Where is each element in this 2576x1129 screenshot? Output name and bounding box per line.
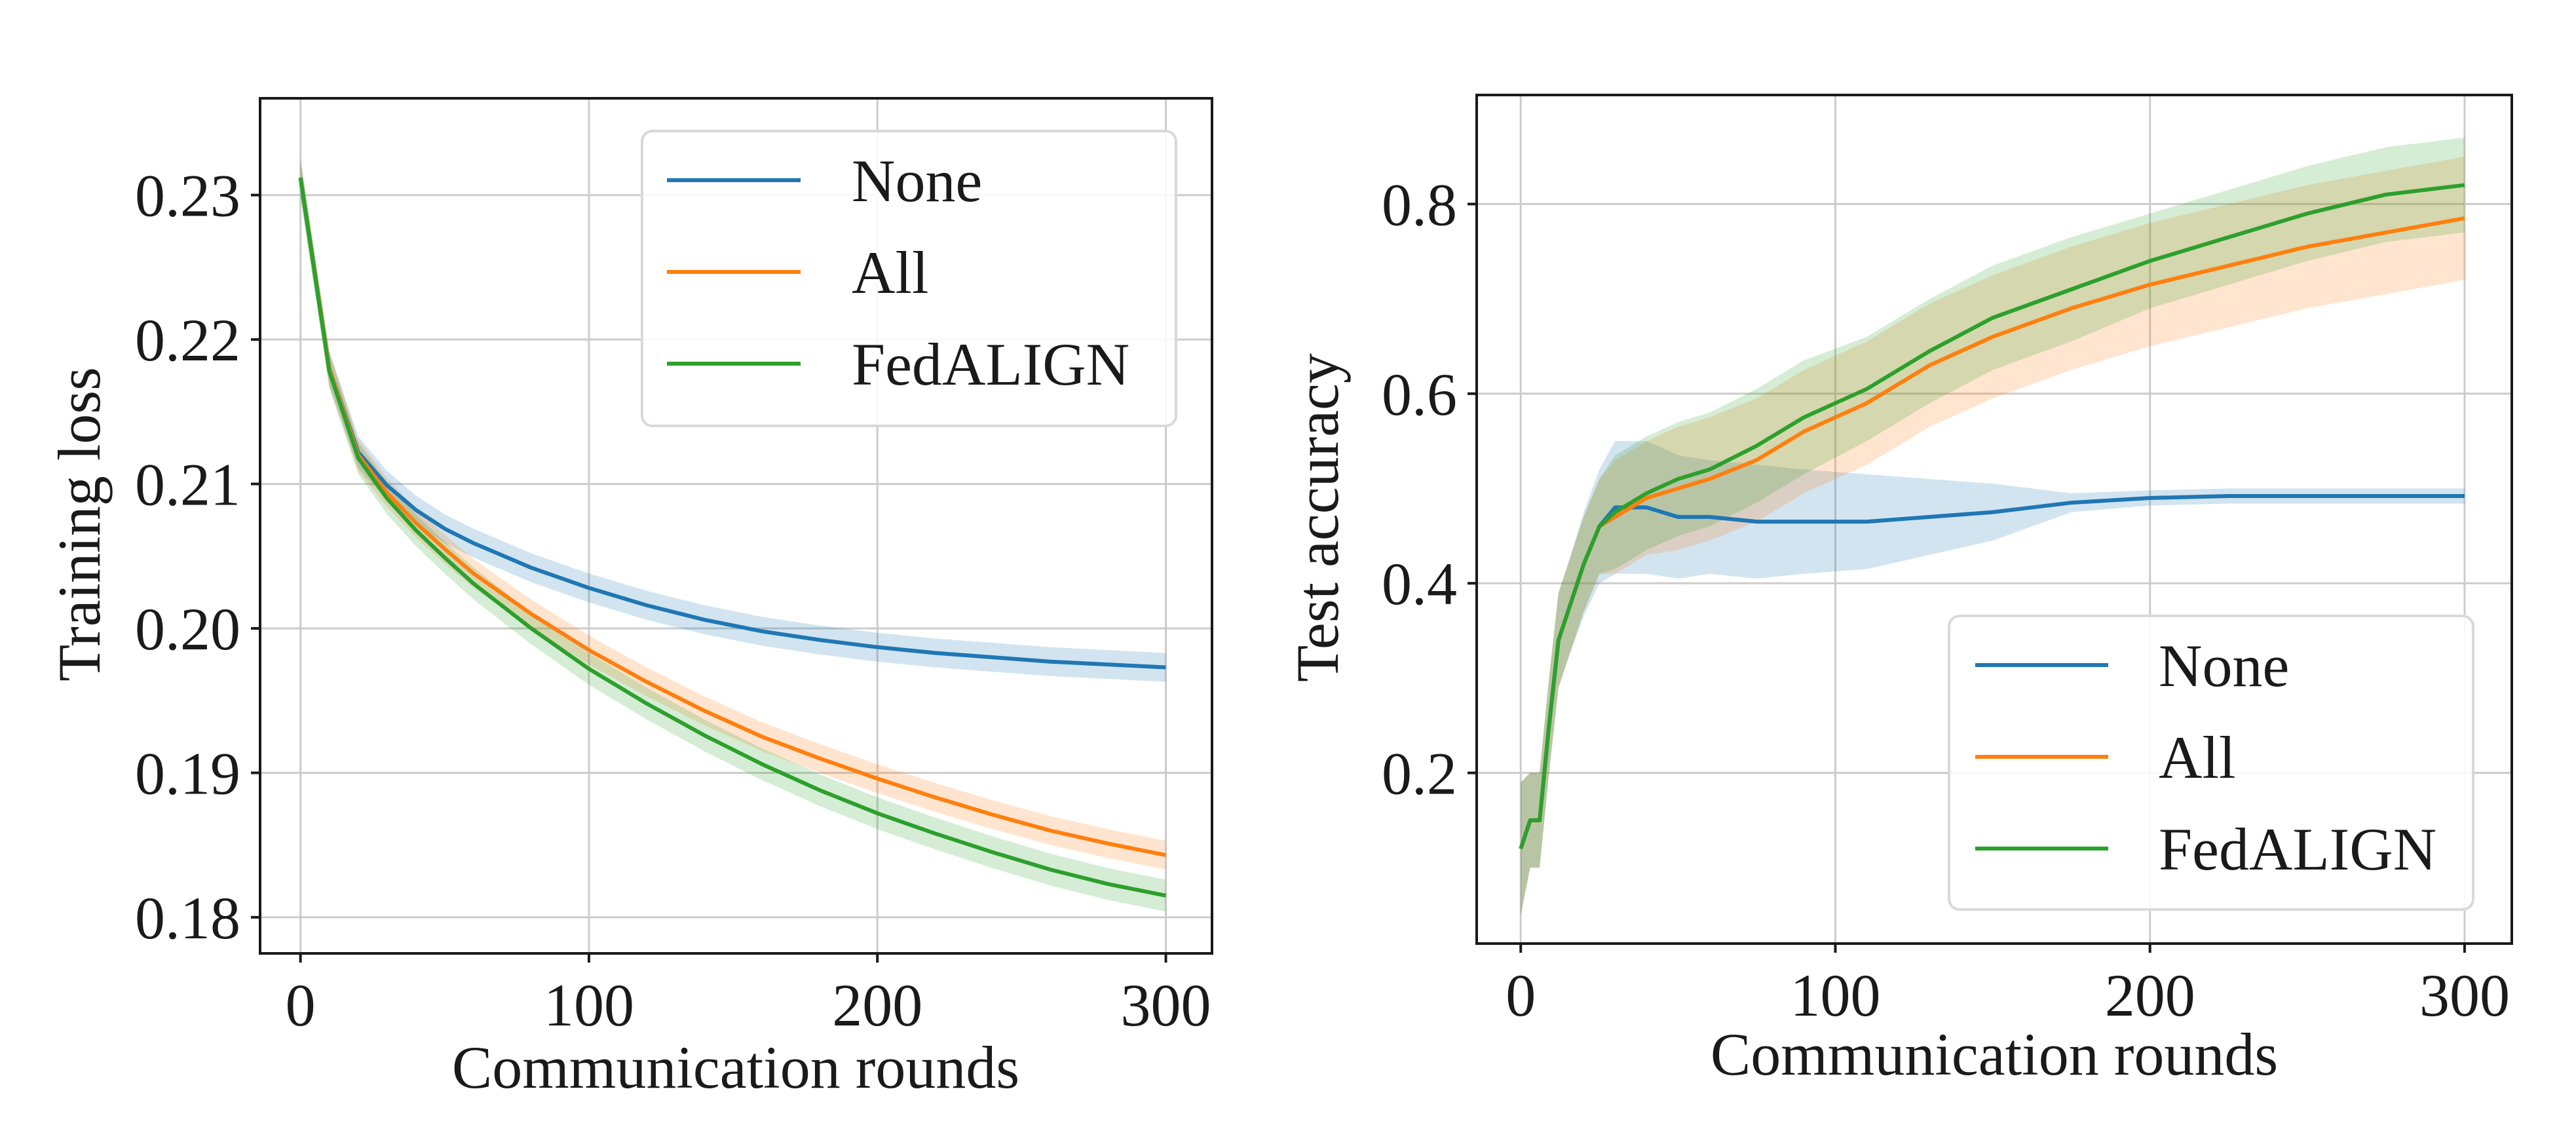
training-loss-line-fedalign xyxy=(298,177,1167,898)
test-accuracy-x-tick-label: 100 xyxy=(1790,962,1880,1029)
training-loss-line-all xyxy=(298,177,1167,858)
training-loss-y-tick-label: 0.23 xyxy=(135,163,240,229)
test-accuracy-lines xyxy=(1519,183,2465,850)
training-loss-bands xyxy=(300,159,1166,912)
training-loss-legend-box xyxy=(641,130,1177,427)
training-loss-y-tick-label: 0.18 xyxy=(135,885,240,951)
test-accuracy-legend-label-fedalign: FedALIGN xyxy=(2159,816,2436,883)
test-accuracy-line-fedalign xyxy=(1519,183,2465,850)
training-loss-legend: None All FedALIGN xyxy=(641,130,1177,427)
training-loss-x-axis-label: Communication rounds xyxy=(452,1034,1019,1101)
test-accuracy-bands xyxy=(1521,138,2465,915)
test-accuracy-chart: 0 100 200 300 0.2 0.4 0.6 0.8 Communication rou… xyxy=(1284,94,2513,1088)
training-loss-axes-frame xyxy=(259,97,1213,955)
training-loss-y-axis-label: Training loss xyxy=(46,367,113,681)
test-accuracy-legend: None All FedALIGN xyxy=(1948,615,2474,911)
test-accuracy-x-axis-label: Communication rounds xyxy=(1711,1021,2278,1088)
test-accuracy-band-none xyxy=(1521,441,2465,915)
training-loss-ticks: 0 100 200 300 0.18 0.19 0.20 0.21 0.22 0.23 xyxy=(135,163,1211,1039)
training-loss-legend-label-none: None xyxy=(852,147,982,214)
test-accuracy-y-axis-label: Test accuracy xyxy=(1284,353,1351,682)
training-loss-x-tick-label: 100 xyxy=(544,972,634,1039)
training-loss-x-tick-label: 200 xyxy=(832,972,922,1039)
training-loss-y-tick-label: 0.22 xyxy=(135,307,240,373)
training-loss-band-all xyxy=(300,159,1166,870)
test-accuracy-y-tick-label: 0.4 xyxy=(1382,550,1457,617)
test-accuracy-legend-label-none: None xyxy=(2159,632,2289,699)
test-accuracy-legend-label-all: All xyxy=(2159,724,2236,791)
test-accuracy-x-tick-label: 0 xyxy=(1506,962,1536,1029)
test-accuracy-x-tick-label: 300 xyxy=(2419,962,2510,1029)
training-loss-y-tick-label: 0.20 xyxy=(135,596,240,662)
test-accuracy-y-tick-label: 0.2 xyxy=(1382,740,1457,807)
training-loss-legend-label-all: All xyxy=(852,239,929,306)
test-accuracy-band-fedalign xyxy=(1521,138,2465,915)
training-loss-band-fedalign xyxy=(300,159,1166,912)
training-loss-y-tick-label: 0.21 xyxy=(135,451,240,518)
test-accuracy-legend-box xyxy=(1948,615,2474,911)
training-loss-x-tick-label: 0 xyxy=(286,972,316,1039)
test-accuracy-band-all xyxy=(1521,157,2465,915)
training-loss-band-none xyxy=(300,159,1166,682)
test-accuracy-y-tick-label: 0.8 xyxy=(1382,171,1457,238)
training-loss-chart: 0 100 200 300 0.18 0.19 0.20 0.21 0.22 0.23 Commu… xyxy=(46,97,1213,1101)
test-accuracy-x-tick-label: 200 xyxy=(2105,962,2195,1029)
test-accuracy-ticks: 0 100 200 300 0.2 0.4 0.6 0.8 xyxy=(1382,171,2510,1029)
test-accuracy-axes-frame xyxy=(1475,94,2513,945)
test-accuracy-y-tick-label: 0.6 xyxy=(1382,361,1457,428)
training-loss-lines xyxy=(298,177,1167,898)
training-loss-y-tick-label: 0.19 xyxy=(135,740,240,807)
training-loss-x-tick-label: 300 xyxy=(1121,972,1211,1039)
training-loss-line-none xyxy=(298,177,1166,670)
training-loss-legend-label-fedalign: FedALIGN xyxy=(852,331,1129,398)
